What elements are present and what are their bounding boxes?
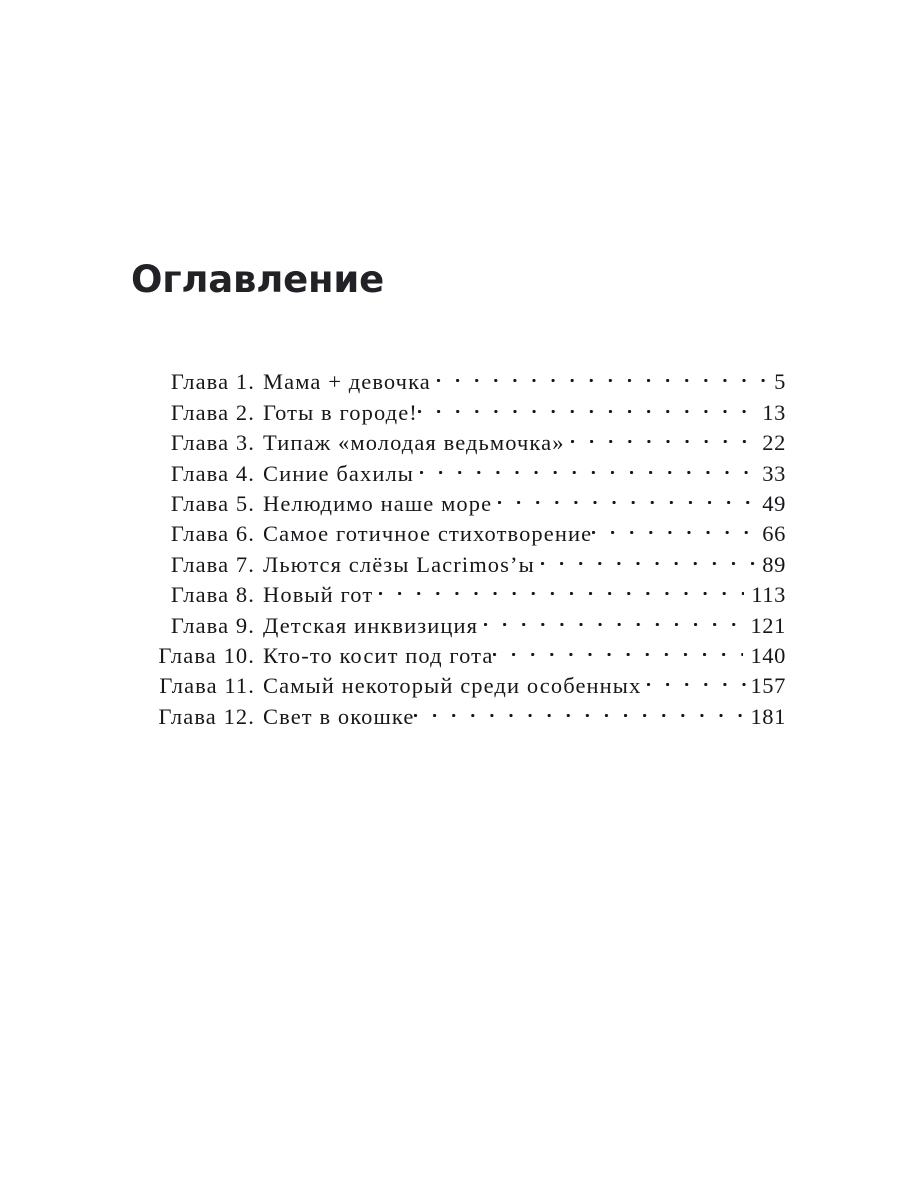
toc-leader-dots bbox=[492, 481, 756, 511]
toc-leader-dots bbox=[430, 359, 768, 389]
toc-entry[interactable]: Глава 4. Синие бахилы 33 bbox=[128, 450, 786, 486]
toc-entry[interactable]: Глава 11. Самый некоторый среди особенных… bbox=[128, 663, 786, 698]
toc-entry-title: Детская инквизиция bbox=[263, 612, 479, 638]
toc-entry-title: Льются слёзы Lacrimos’ы bbox=[263, 551, 535, 577]
toc-entry[interactable]: Глава 10. Кто-то косит под гота 140 bbox=[128, 633, 786, 668]
toc-entry[interactable]: Глава 1. Мама + девочка 5 bbox=[128, 359, 786, 394]
toc-leader-dots bbox=[493, 633, 744, 663]
toc-entry-chapter-label: Глава 1. bbox=[170, 369, 255, 395]
toc-entry-page-number: 89 bbox=[762, 551, 786, 577]
toc-entry-page-number: 121 bbox=[750, 612, 786, 638]
toc-entry-title: Нелюдимо наше море bbox=[263, 490, 493, 516]
toc-entry-title: Самое готичное стихотворение bbox=[263, 521, 593, 547]
toc-entry-title: Мама + девочка bbox=[263, 369, 431, 395]
toc-leader-dots bbox=[534, 541, 756, 571]
table-of-contents: Глава 1. Мама + девочка 5 Глава 2. Готы в го… bbox=[128, 359, 786, 729]
toc-entry-chapter-label: Глава 10. bbox=[158, 642, 255, 668]
toc-entry-page-number: 33 bbox=[762, 460, 786, 486]
toc-entry-chapter-label: Глава 5. bbox=[170, 490, 255, 516]
toc-entry-title: Синие бахилы bbox=[263, 460, 415, 486]
toc-entry-title: Типаж «молодая ведьмочка» bbox=[263, 430, 565, 456]
toc-entry-title: Новый гот bbox=[263, 582, 374, 608]
toc-entry-page-number: 113 bbox=[751, 582, 786, 608]
toc-entry-page-number: 49 bbox=[762, 490, 786, 516]
toc-entry-title: Самый некоторый среди особенных bbox=[263, 673, 642, 699]
toc-leader-dots bbox=[592, 511, 756, 541]
toc-leader-dots bbox=[564, 420, 756, 450]
toc-leader-dots bbox=[417, 389, 756, 419]
toc-entry-title: Свет в окошке bbox=[263, 703, 415, 729]
toc-leader-dots bbox=[641, 663, 750, 693]
toc-entry-chapter-label: Глава 8. bbox=[170, 582, 255, 608]
toc-leader-dots bbox=[478, 602, 744, 632]
toc-leader-dots bbox=[373, 572, 745, 602]
toc-entry[interactable]: Глава 3. Типаж «молодая ведьмочка» 22 bbox=[128, 420, 786, 455]
toc-entry[interactable]: Глава 6. Самое готичное стихотворение 66 bbox=[128, 511, 786, 546]
toc-leader-dots bbox=[414, 693, 744, 723]
toc-entry-page-number: 181 bbox=[750, 703, 786, 729]
toc-entry-chapter-label: Глава 7. bbox=[170, 551, 255, 577]
toc-entry[interactable]: Глава 7. Льются слёзы Lacrimos’ы 89 bbox=[128, 541, 786, 577]
toc-entry-chapter-label: Глава 3. bbox=[170, 430, 255, 456]
toc-entry-chapter-label: Глава 9. bbox=[170, 612, 255, 638]
toc-entry[interactable]: Глава 12. Свет в окошке 181 bbox=[128, 693, 786, 729]
toc-entry-page-number: 13 bbox=[762, 399, 786, 425]
toc-entry[interactable]: Глава 5. Нелюдимо наше море 49 bbox=[128, 481, 786, 516]
toc-entry[interactable]: Глава 2. Готы в городе! 13 bbox=[128, 389, 786, 425]
toc-entry[interactable]: Глава 9. Детская инквизиция 121 bbox=[128, 602, 786, 638]
toc-entry-page-number: 140 bbox=[750, 642, 786, 668]
toc-entry-chapter-label: Глава 6. bbox=[170, 521, 255, 547]
toc-entry-chapter-label: Глава 12. bbox=[158, 703, 255, 729]
toc-entry-page-number: 22 bbox=[762, 430, 786, 456]
toc-entry-chapter-label: Глава 2. bbox=[170, 399, 255, 425]
toc-entry-title: Кто-то косит под гота bbox=[263, 642, 494, 668]
toc-entry-page-number: 66 bbox=[762, 521, 786, 547]
page-title: Оглавление bbox=[131, 258, 385, 301]
toc-entry-chapter-label: Глава 11. bbox=[159, 673, 255, 699]
toc-leader-dots bbox=[414, 450, 756, 480]
toc-entry[interactable]: Глава 8. Новый гот 113 bbox=[128, 572, 786, 607]
toc-entry-title: Готы в городе! bbox=[263, 399, 418, 425]
toc-entry-page-number: 5 bbox=[774, 369, 786, 395]
toc-entry-page-number: 157 bbox=[750, 673, 786, 699]
toc-entry-chapter-label: Глава 4. bbox=[170, 460, 255, 486]
